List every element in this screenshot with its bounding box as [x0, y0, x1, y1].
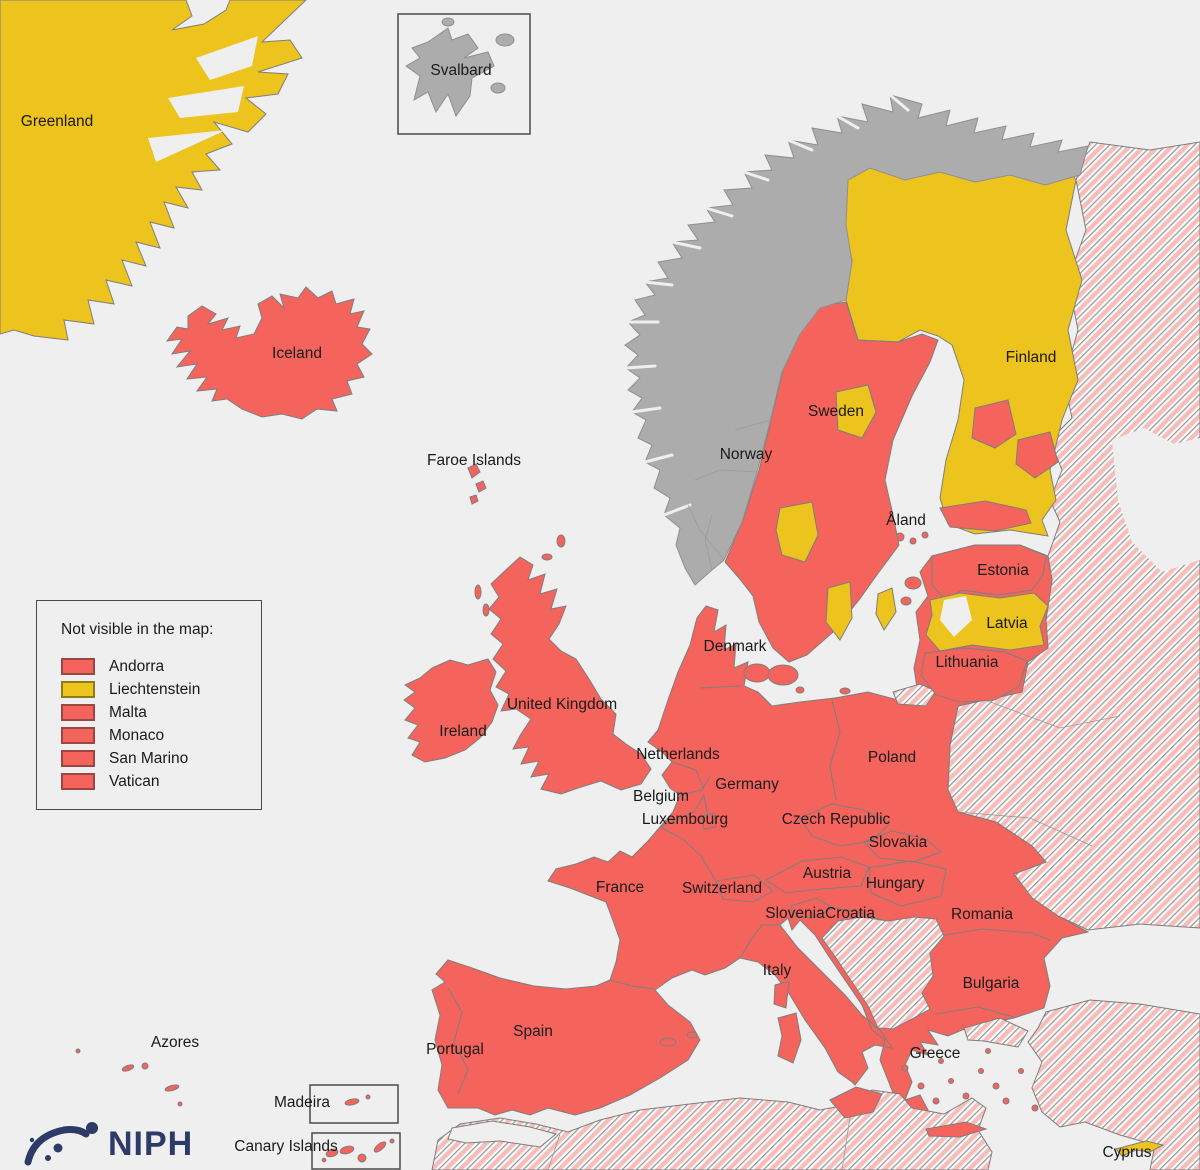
legend-item-san-marino: San Marino [61, 747, 261, 770]
azores-islands [75, 1048, 183, 1107]
niph-logo: NIPH [24, 1118, 193, 1170]
legend-label: Liechtenstein [109, 680, 201, 698]
canary-inset-box [311, 1132, 401, 1170]
shetland [556, 534, 566, 548]
sicily [829, 1086, 883, 1119]
region-turkey-thrace-hatched [963, 1017, 1029, 1048]
border-ukraine [957, 811, 1093, 847]
region-western-balkans-hatched [821, 916, 945, 1030]
niph-logo-text: NIPH [108, 1124, 194, 1163]
country-norway [624, 94, 1089, 586]
legend: Not visible in the map: Andorra Liechtens… [36, 600, 262, 810]
country-iceland [165, 286, 373, 420]
country-sweden [724, 301, 939, 663]
hebrides [474, 584, 482, 600]
finland-red-county-1 [971, 399, 1017, 449]
estonia-islands-2 [900, 596, 912, 606]
country-borders [447, 685, 1051, 1095]
legend-item-monaco: Monaco [61, 724, 261, 747]
sweden-yellow-county-3 [825, 581, 853, 641]
tangier-plain-area [447, 1120, 558, 1148]
legend-item-vatican: Vatican [61, 770, 261, 793]
legend-items: Andorra Liechtenstein Malta Monaco San Marin… [61, 655, 261, 793]
gotland [875, 587, 897, 631]
country-cyprus [1115, 1140, 1165, 1157]
legend-label: San Marino [109, 749, 189, 767]
aland-islands [895, 531, 929, 545]
gulf-of-riga [940, 596, 972, 637]
mediterranean-islands [659, 980, 1039, 1138]
country-united-kingdom [488, 556, 652, 795]
legend-swatch-red [61, 727, 95, 744]
balearics-2 [686, 1031, 698, 1039]
crete [925, 1121, 988, 1138]
legend-swatch-red [61, 658, 95, 675]
region-kaliningrad-hatched [892, 683, 937, 707]
finland-red-county-2 [1015, 431, 1059, 479]
white-sea [1112, 428, 1200, 572]
estonia-islands [904, 576, 922, 590]
faroe-islands [467, 463, 487, 505]
madeira-inset [309, 1084, 399, 1124]
border-belarus-russia [984, 699, 1121, 729]
legend-title: Not visible in the map: [61, 621, 214, 638]
greenland-fjords [148, 36, 258, 162]
finland-red-county-south-coast [939, 500, 1032, 532]
country-estonia [931, 544, 1047, 601]
canary-islands-inset [311, 1132, 401, 1170]
sweden-yellow-county-2 [775, 501, 819, 563]
niph-logo-icon [24, 1122, 98, 1166]
balearics [659, 1037, 677, 1047]
legend-swatch-red [61, 773, 95, 790]
country-ireland [403, 658, 499, 763]
sardinia [777, 1012, 802, 1064]
norway-fjords [624, 93, 910, 517]
svalbard-inset-box [397, 13, 531, 135]
orkney [541, 553, 553, 561]
legend-label: Monaco [109, 726, 165, 744]
country-greenland [0, 0, 307, 341]
madeira-inset-box [309, 1084, 399, 1124]
legend-swatch-yellow [61, 681, 95, 698]
norway-county-borders [687, 419, 772, 571]
legend-item-malta: Malta [61, 701, 261, 724]
hebrides-2 [482, 603, 490, 617]
sweden-yellow-county-1 [835, 384, 877, 439]
denmark-islands [743, 663, 851, 695]
legend-item-andorra: Andorra [61, 655, 261, 678]
legend-label: Andorra [109, 657, 165, 675]
svalbard-inset [397, 13, 531, 135]
corsica [773, 980, 790, 1009]
country-lithuania [920, 647, 1028, 703]
legend-label: Malta [109, 703, 147, 721]
border-morocco-algeria [547, 1133, 561, 1170]
legend-item-liechtenstein: Liechtenstein [61, 678, 261, 701]
legend-label: Vatican [109, 772, 160, 790]
legend-swatch-red [61, 750, 95, 767]
svalbard-islands [405, 27, 495, 118]
legend-swatch-red [61, 704, 95, 721]
region-turkey-hatched [1027, 999, 1200, 1170]
